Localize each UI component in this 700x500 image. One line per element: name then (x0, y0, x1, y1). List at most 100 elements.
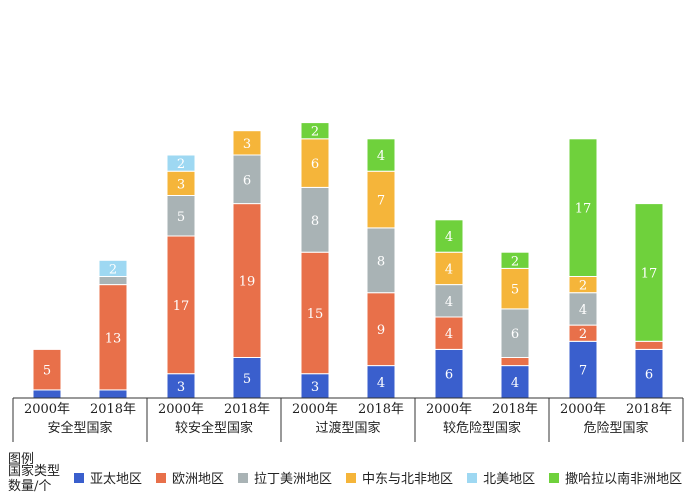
data-label: 4 (579, 303, 587, 318)
data-label: 3 (243, 137, 251, 152)
data-label: 9 (377, 323, 385, 338)
data-label: 2 (579, 279, 587, 294)
bar-segment (568, 340, 598, 399)
bar-segment (500, 365, 530, 399)
bar-segment (366, 138, 396, 172)
data-label: 4 (445, 295, 453, 310)
bar-segment (232, 357, 262, 399)
bar-layer (32, 122, 664, 399)
legend-label: 亚太地区 (90, 472, 143, 487)
legend-entry: 中东与北非地区 (346, 468, 453, 487)
data-label: 6 (243, 173, 251, 188)
bar-segment (568, 138, 598, 277)
legend-label: 撒哈拉以南非洲地区 (565, 472, 683, 487)
x-axis: 2000年 2018年 2000年 2018年 2000年 2018年 2000年 2018年… (12, 397, 684, 442)
data-label: 2 (311, 125, 319, 140)
data-label: 5 (243, 372, 251, 387)
data-label: 6 (311, 157, 319, 172)
data-label: 4 (445, 262, 453, 277)
legend-title: 图例 (8, 452, 35, 467)
data-label: 6 (645, 368, 653, 383)
bar-segment (500, 267, 530, 310)
data-label: 4 (377, 376, 385, 391)
x-tick-label: 2018年 (626, 402, 672, 417)
data-label: 8 (377, 254, 385, 269)
bar-segment (166, 373, 196, 399)
bar-segment (98, 389, 128, 399)
x-tick-label: 2018年 (358, 402, 404, 417)
bar-segment (634, 348, 664, 399)
data-label: 13 (105, 331, 122, 346)
bar-segment (166, 170, 196, 196)
data-label: 17 (575, 202, 592, 217)
bar-segment (166, 154, 196, 172)
data-label: 3 (177, 177, 185, 192)
bar-segment (366, 170, 396, 229)
bar-segment (434, 219, 464, 253)
data-label: 4 (445, 327, 453, 342)
data-label: 17 (641, 266, 658, 281)
legend-swatch (549, 472, 560, 483)
legend-subtitle: 国家类型数量/个 (8, 464, 61, 494)
legend-swatch (467, 472, 478, 483)
group-label: 较安全型国家 (175, 420, 253, 436)
bar-segment (568, 292, 598, 326)
data-label: 5 (43, 364, 51, 379)
group-label: 安全型国家 (47, 420, 112, 436)
bar-segment (232, 203, 262, 358)
data-label: 3 (177, 380, 185, 395)
bar-segment (634, 203, 664, 342)
data-label: 15 (307, 307, 324, 322)
legend-swatch (346, 472, 357, 483)
data-label: 4 (377, 149, 385, 164)
data-label: 2 (579, 327, 587, 342)
legend-swatch (238, 472, 249, 483)
legend-entry: 撒哈拉以南非洲地区 (549, 468, 682, 487)
legend-entry: 拉丁美洲地区 (238, 468, 332, 487)
bar-segment (98, 276, 128, 286)
bar-segment (366, 227, 396, 294)
x-tick-label: 2018年 (90, 402, 136, 417)
x-tick-label: 2018年 (492, 402, 538, 417)
data-label: 2 (109, 262, 117, 277)
legend-swatch (156, 472, 167, 483)
bar-segment (634, 340, 664, 350)
bar-segment (500, 357, 530, 367)
x-tick-label: 2000年 (426, 402, 472, 417)
group-label: 危险型国家 (583, 420, 648, 436)
legend-entry: 北美地区 (467, 468, 535, 487)
data-label: 4 (445, 230, 453, 245)
bar-segment (98, 259, 128, 277)
legend-swatch (74, 472, 84, 483)
legend-label: 中东与北非地区 (362, 472, 454, 487)
bar-segment (366, 292, 396, 367)
legend-label: 欧洲地区 (172, 472, 225, 487)
group-label: 较危险型国家 (443, 420, 521, 436)
bar-segment (500, 308, 530, 358)
x-tick-label: 2000年 (292, 402, 338, 417)
data-label: 6 (445, 368, 453, 383)
data-label-layer: 5 13 2 3 17 5 3 2 5 19 6 3 3 15 8 6 2 4 9 8 7 4 6 4 4 4 4 4 6 5 2 7 2 4 2 1… (43, 125, 657, 395)
x-tick-label: 2018年 (224, 402, 270, 417)
bar-segment (98, 284, 128, 391)
data-label: 5 (177, 210, 185, 225)
bar-segment (300, 138, 330, 188)
bar-segment (434, 316, 464, 350)
bar-segment (32, 389, 62, 399)
data-label: 3 (311, 380, 319, 395)
data-label: 8 (311, 214, 319, 229)
legend-entry: 欧洲地区 (156, 468, 224, 487)
data-label: 2 (177, 157, 185, 172)
data-label: 19 (239, 275, 256, 290)
data-label: 2 (511, 254, 519, 269)
bar-segment (166, 235, 196, 375)
data-label: 5 (511, 283, 519, 298)
bar-segment (366, 365, 396, 399)
x-tick-label: 2000年 (24, 402, 70, 417)
legend-label: 北美地区 (483, 472, 536, 487)
legend-label: 拉丁美洲地区 (254, 472, 333, 487)
legend-entry: 亚太地区 (74, 468, 142, 487)
data-label: 7 (377, 194, 385, 209)
legend: 图例 国家类型数量/个 亚太地区 欧洲地区 拉丁美洲地区 中东与北非地区 北美地区 撒哈拉… (4, 444, 696, 496)
